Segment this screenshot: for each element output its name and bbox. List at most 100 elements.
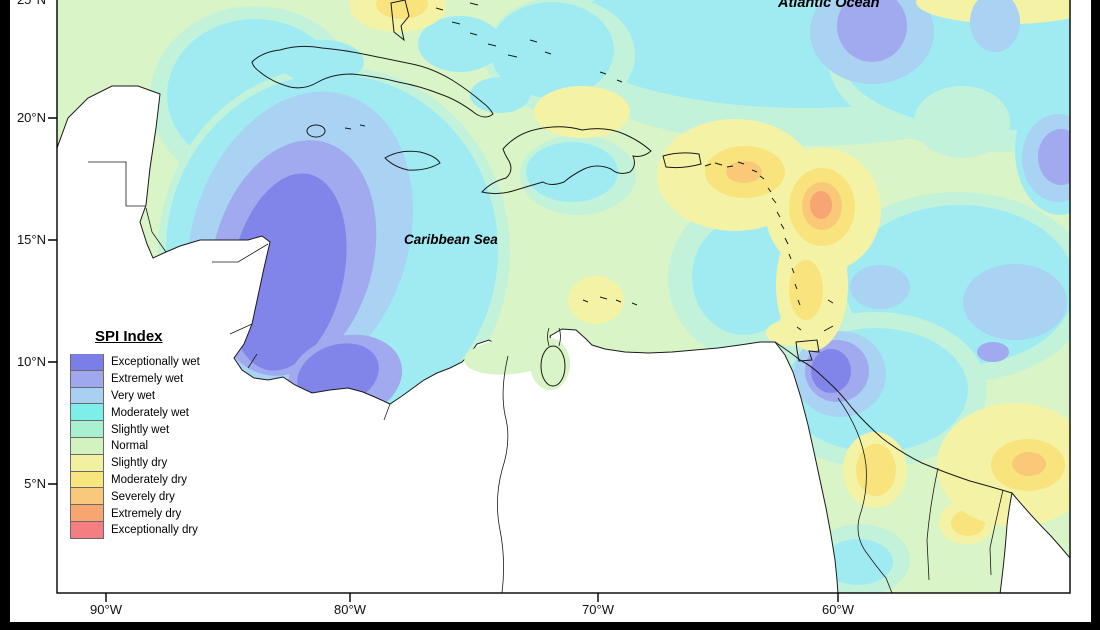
island-tobago <box>823 325 834 332</box>
spi-region <box>726 161 762 183</box>
legend-item: Exceptionally dry <box>70 521 200 539</box>
lon-label-60w: 60°W <box>822 602 854 617</box>
islands <box>251 0 834 362</box>
map-plot-area <box>57 0 1070 593</box>
atlantic-ocean-label: Atlantic Ocean <box>778 0 880 11</box>
spi-region <box>823 539 893 585</box>
legend-item: Extremely wet <box>70 370 200 388</box>
lesser-antilles-chain <box>582 161 834 331</box>
legend-swatch <box>70 521 104 539</box>
spi-region <box>1038 129 1070 185</box>
spi-region <box>280 40 364 84</box>
legend-swatch <box>70 354 104 371</box>
spi-region <box>418 16 502 72</box>
spi-region <box>811 349 851 393</box>
plot-frame <box>48 0 1071 602</box>
spi-region <box>850 265 910 309</box>
island-puerto-rico <box>662 152 702 169</box>
border-line <box>989 489 1004 576</box>
lon-label-80w: 80°W <box>334 602 366 617</box>
spi-region <box>970 0 1020 52</box>
spi-region <box>810 191 832 219</box>
spi-region <box>470 77 530 113</box>
lat-label-25n: 25°N <box>2 0 46 7</box>
island-hispaniola <box>481 126 652 195</box>
spi-region <box>856 444 896 496</box>
land-mainland <box>57 85 839 593</box>
legend-item-label: Very wet <box>111 389 156 402</box>
caribbean-sea-label: Caribbean Sea <box>404 232 498 247</box>
legend-swatch <box>70 437 104 455</box>
legend-item-label: Moderately dry <box>111 473 188 486</box>
spi-region <box>490 2 614 98</box>
spi-field <box>150 0 1070 593</box>
lat-ticks <box>48 117 57 485</box>
border-line <box>145 207 167 253</box>
spi-legend: SPI Index Exceptionally wet Extremely we… <box>70 328 200 539</box>
lake-maracaibo-neck <box>547 327 561 347</box>
spi-region <box>692 219 796 335</box>
frame-bar-bottom <box>0 622 1100 630</box>
border-line <box>247 353 258 369</box>
lat-label-10n: 10°N <box>16 354 46 369</box>
legend-item-label: Extremely dry <box>111 507 182 520</box>
spi-region <box>229 173 347 371</box>
legend-item: Normal <box>70 437 200 455</box>
legend-item: Severely dry <box>70 488 200 506</box>
lake-maracaibo <box>540 345 566 387</box>
legend-item: Moderately dry <box>70 471 200 489</box>
legend-title: SPI Index <box>95 328 163 345</box>
lon-ticks <box>105 593 839 602</box>
lat-label-5n: 5°N <box>24 476 46 491</box>
spi-region <box>766 320 814 346</box>
land-brazil-wedge <box>999 491 1070 593</box>
lat-label-20n: 20°N <box>16 110 46 125</box>
legend-item-label: Slightly wet <box>111 423 170 436</box>
legend-item: Moderately wet <box>70 404 200 422</box>
spi-region <box>1012 452 1046 476</box>
spi-region <box>376 0 428 19</box>
frame-bar-left <box>0 0 10 630</box>
frame-bar-right <box>1091 0 1100 630</box>
lat-label-15n: 15°N <box>16 232 46 247</box>
legend-item: Very wet <box>70 387 200 405</box>
legend-item-label: Normal <box>111 440 149 453</box>
legend-swatch <box>70 488 104 506</box>
legend-swatch <box>70 454 104 472</box>
country-borders <box>88 161 1004 593</box>
legend-swatch <box>70 404 104 422</box>
spi-region <box>963 264 1067 340</box>
island-isla-juventud <box>306 124 326 138</box>
legend-item-label: Slightly dry <box>111 457 168 470</box>
legend-item-label: Exceptionally dry <box>111 524 198 537</box>
legend-item-label: Extremely wet <box>111 373 184 386</box>
border-line <box>837 397 893 593</box>
legend-item-label: Severely dry <box>111 490 175 503</box>
lon-label-90w: 90°W <box>90 602 122 617</box>
legend-swatch <box>70 387 104 405</box>
legend-item: Extremely dry <box>70 505 200 522</box>
land-layer <box>57 0 1070 593</box>
island-jamaica <box>384 150 441 171</box>
spi-region <box>837 0 907 62</box>
spi-region <box>534 86 630 138</box>
legend-swatch <box>70 421 104 438</box>
border-line <box>497 355 509 593</box>
spi-region <box>568 276 624 324</box>
border-line <box>229 323 253 335</box>
island-andros <box>390 0 410 42</box>
spi-region <box>914 86 1010 158</box>
small-islands <box>344 2 623 130</box>
legend-item-label: Exceptionally wet <box>111 356 200 369</box>
legend-item: Exceptionally wet <box>70 354 200 371</box>
spi-region <box>977 342 1009 362</box>
legend-swatch <box>70 505 104 522</box>
legend-item-label: Moderately wet <box>111 406 189 419</box>
border-line <box>88 161 146 207</box>
legend-item: Slightly wet <box>70 421 200 438</box>
border-line <box>212 243 269 263</box>
legend-swatch <box>70 370 104 388</box>
border-line <box>383 403 391 421</box>
